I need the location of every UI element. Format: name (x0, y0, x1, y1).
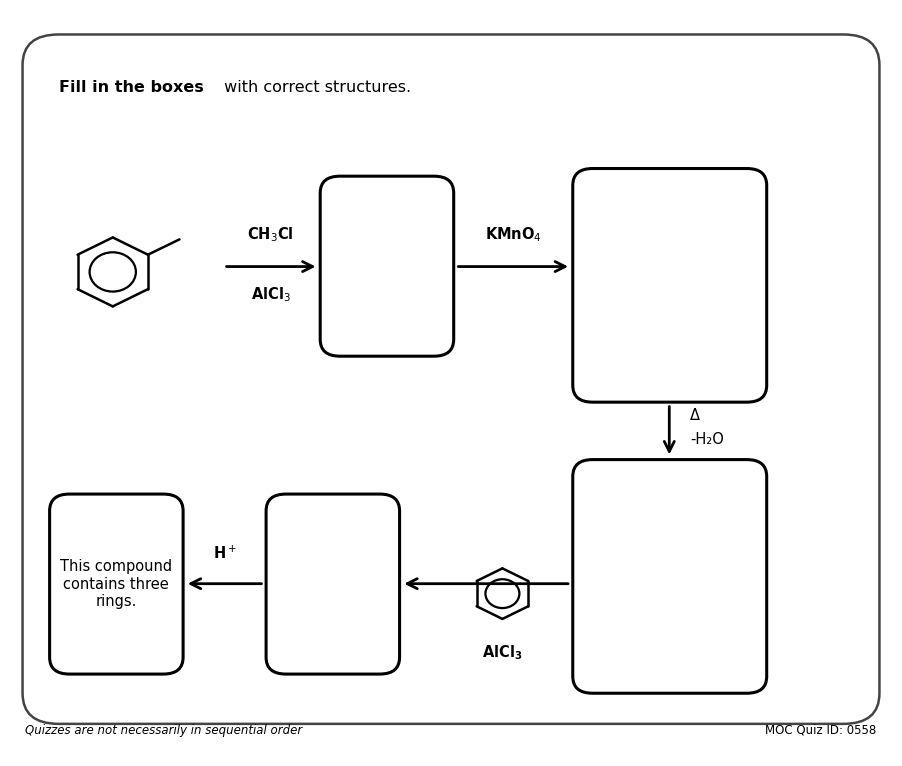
Text: Fill in the boxes: Fill in the boxes (59, 80, 203, 96)
Text: This compound
contains three
rings.: This compound contains three rings. (60, 559, 172, 609)
FancyBboxPatch shape (573, 460, 767, 693)
Text: -H₂O: -H₂O (690, 432, 724, 447)
Text: H$^+$: H$^+$ (213, 545, 236, 562)
Text: Δ: Δ (690, 408, 700, 423)
FancyBboxPatch shape (50, 494, 183, 674)
Text: KMnO$_4$: KMnO$_4$ (485, 225, 541, 244)
Text: MOC Quiz ID: 0558: MOC Quiz ID: 0558 (766, 724, 877, 737)
FancyBboxPatch shape (23, 34, 879, 724)
Text: AlCl$_3$: AlCl$_3$ (251, 286, 290, 304)
Text: CH$_3$Cl: CH$_3$Cl (247, 225, 294, 244)
FancyBboxPatch shape (573, 169, 767, 402)
Text: with correct structures.: with correct structures. (219, 80, 411, 96)
Text: Quizzes are not necessarily in sequential order: Quizzes are not necessarily in sequentia… (25, 724, 302, 737)
FancyBboxPatch shape (320, 176, 454, 356)
FancyBboxPatch shape (266, 494, 400, 674)
Text: $\mathbf{AlCl_3}$: $\mathbf{AlCl_3}$ (483, 643, 522, 662)
